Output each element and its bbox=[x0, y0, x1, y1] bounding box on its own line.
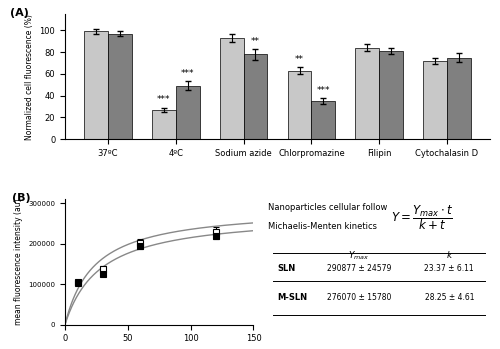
Text: $k$: $k$ bbox=[446, 250, 453, 260]
Bar bbox=[176, 86, 200, 139]
Bar bbox=[447, 58, 470, 139]
Bar bbox=[244, 54, 268, 139]
Text: 28.25 ± 4.61: 28.25 ± 4.61 bbox=[424, 293, 474, 302]
Text: ***: *** bbox=[157, 95, 170, 104]
Text: **: ** bbox=[251, 37, 260, 45]
Text: 23.37 ± 6.11: 23.37 ± 6.11 bbox=[424, 265, 474, 274]
Y-axis label: Normalized cell fluorescence (%): Normalized cell fluorescence (%) bbox=[25, 14, 34, 140]
Text: ***: *** bbox=[181, 69, 194, 78]
Bar bbox=[379, 51, 403, 139]
Bar bbox=[84, 31, 108, 139]
Bar bbox=[152, 110, 176, 139]
Text: $Y_{max}$: $Y_{max}$ bbox=[348, 250, 370, 262]
Bar bbox=[356, 48, 379, 139]
Text: ***: *** bbox=[316, 86, 330, 95]
Bar bbox=[312, 101, 335, 139]
Text: M-SLN: M-SLN bbox=[278, 293, 308, 302]
Bar bbox=[220, 38, 244, 139]
Text: Nanoparticles cellular follow: Nanoparticles cellular follow bbox=[268, 203, 388, 212]
Text: 276070 ± 15780: 276070 ± 15780 bbox=[326, 293, 391, 302]
Text: 290877 ± 24579: 290877 ± 24579 bbox=[326, 265, 391, 274]
Bar bbox=[108, 34, 132, 139]
Y-axis label: mean fluorescence intensity (au): mean fluorescence intensity (au) bbox=[14, 199, 22, 325]
Text: Michaelis-Menten kinetics: Michaelis-Menten kinetics bbox=[268, 222, 378, 231]
Text: SLN: SLN bbox=[278, 265, 295, 274]
Text: (B): (B) bbox=[12, 193, 31, 203]
Text: (A): (A) bbox=[10, 8, 29, 18]
Text: $Y = \dfrac{Y_{max} \cdot t}{k + t}$: $Y = \dfrac{Y_{max} \cdot t}{k + t}$ bbox=[391, 203, 454, 232]
Bar bbox=[288, 70, 312, 139]
Bar bbox=[423, 61, 447, 139]
Text: **: ** bbox=[295, 55, 304, 64]
